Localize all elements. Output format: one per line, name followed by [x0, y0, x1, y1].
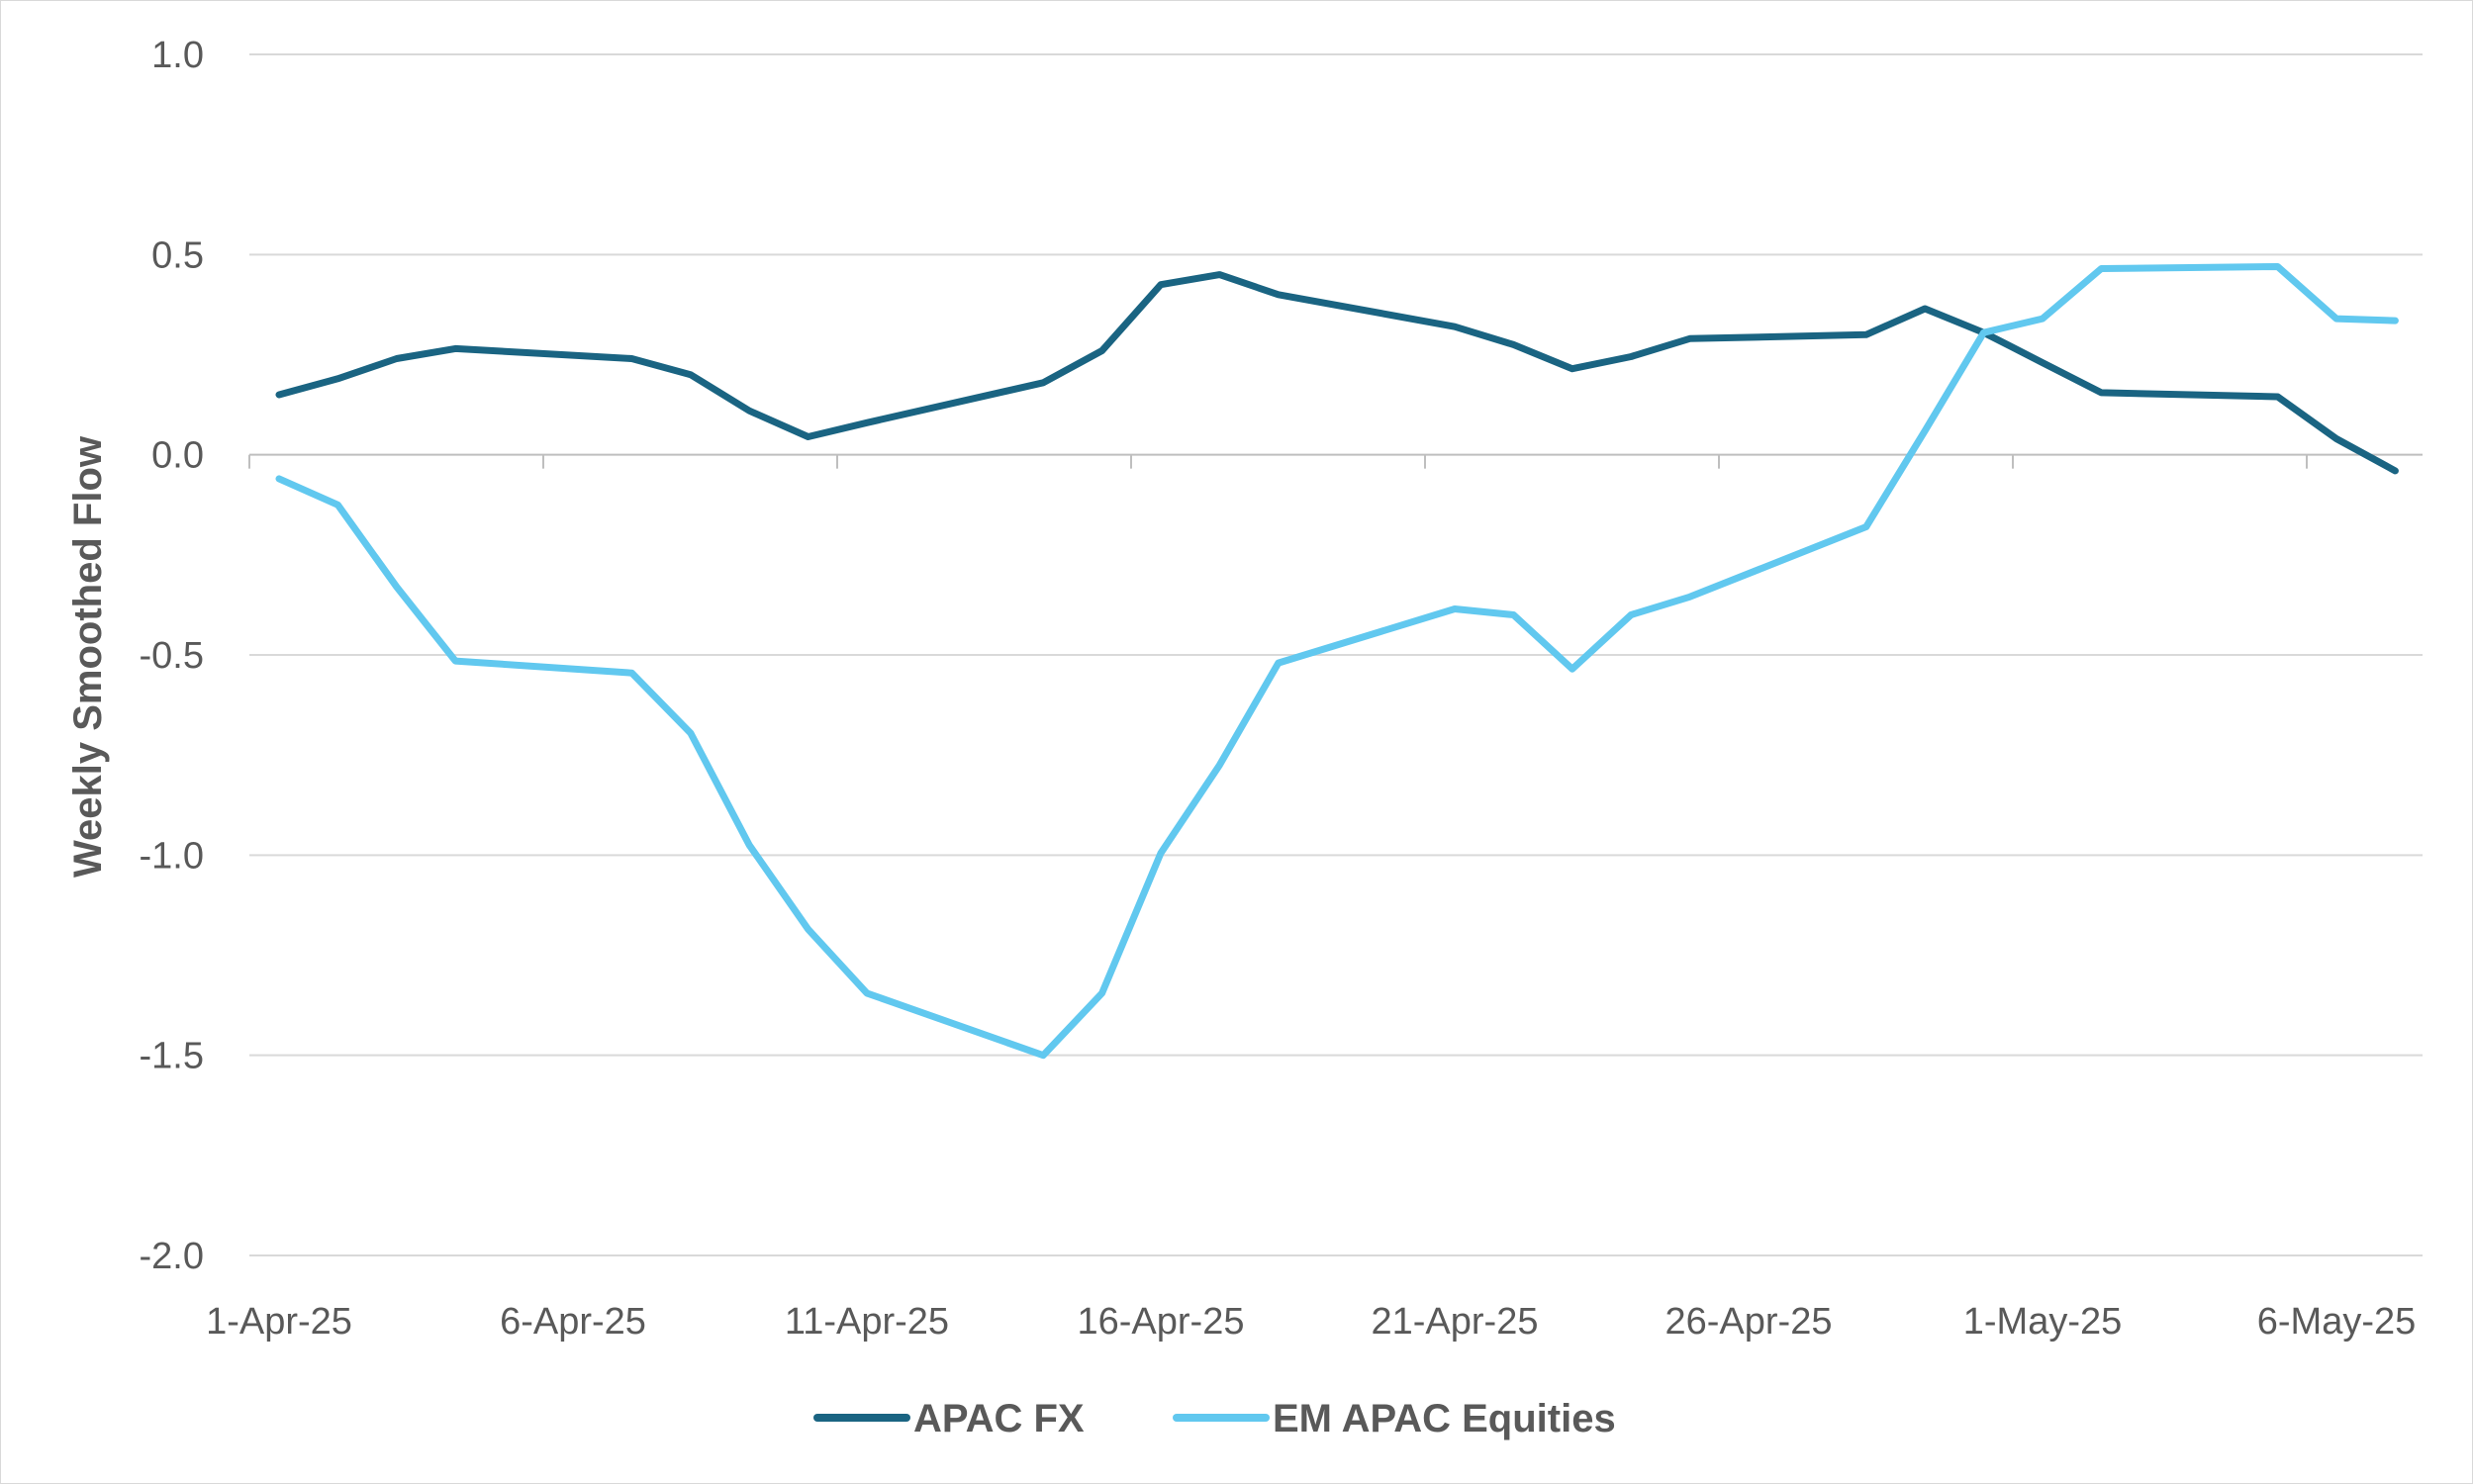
y-tick-label: -2.0 [140, 1236, 204, 1277]
series-line [275, 271, 2399, 475]
x-tick-label: 16-Apr-25 [1078, 1301, 1245, 1343]
x-tick-label: 6-Apr-25 [500, 1301, 646, 1343]
y-tick-label: 0.5 [151, 234, 204, 276]
y-tick-label: -1.0 [140, 835, 204, 877]
y-tick-label: -1.5 [140, 1036, 204, 1077]
x-tick-label: 1-Apr-25 [206, 1301, 352, 1343]
x-tick-label: 26-Apr-25 [1665, 1301, 1833, 1343]
x-tick-label: 11-Apr-25 [785, 1301, 949, 1343]
gridlines [249, 53, 2423, 1256]
legend: APAC FX EM APAC Equities [813, 1397, 1616, 1440]
legend-label: EM APAC Equities [1273, 1397, 1616, 1440]
x-tick-label: 6-May-25 [2257, 1301, 2417, 1343]
y-axis-title: Weekly Smoothed Flow [66, 435, 110, 878]
legend-label: APAC FX [913, 1397, 1085, 1440]
y-tick-label: 0.0 [151, 435, 204, 477]
x-axis [248, 453, 2423, 469]
x-axis-tick-labels: 1-Apr-25 6-Apr-25 11-Apr-25 16-Apr-25 21-Apr… [206, 1301, 2416, 1343]
series-line [275, 263, 2399, 1060]
x-tick-label: 1-May-25 [1963, 1301, 2123, 1343]
x-tick-label: 21-Apr-25 [1372, 1301, 1539, 1343]
y-axis-tick-labels: 1.0 0.5 0.0 -0.5 -1.0 -1.5 -2.0 [140, 35, 204, 1277]
y-tick-label: 1.0 [151, 35, 204, 76]
y-tick-label: -0.5 [140, 635, 204, 677]
series-lines [275, 263, 2399, 1060]
